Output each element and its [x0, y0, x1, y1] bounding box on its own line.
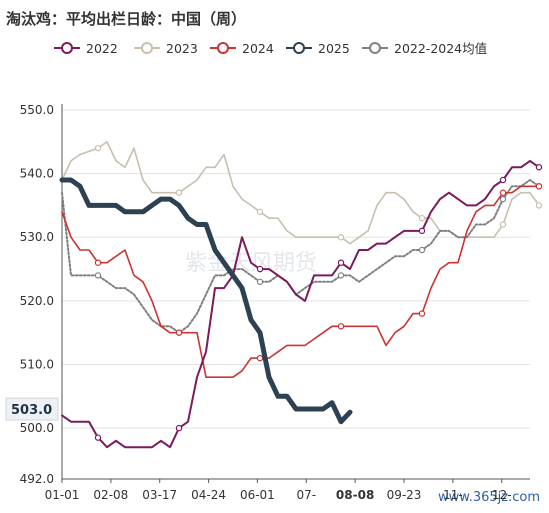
legend-item-2022-2024均值[interactable]: 2022-2024均值 [362, 41, 487, 56]
x-tick-label: 02-08 [93, 488, 128, 502]
legend[interactable]: 2022 2023 2024 2025 2022-2024均值 [54, 41, 487, 56]
data-point [94, 259, 102, 266]
data-point [256, 278, 264, 285]
data-point [535, 183, 543, 190]
data-point [337, 234, 345, 241]
legend-item-2024[interactable]: 2024 [210, 41, 274, 56]
data-point [94, 434, 102, 441]
legend-swatch-marker [61, 42, 73, 54]
legend-label: 2023 [166, 41, 198, 56]
data-point [499, 189, 507, 196]
y-value-highlight: 503.0 [5, 397, 59, 421]
legend-swatch-marker [369, 42, 381, 54]
legend-swatch-marker [293, 42, 305, 54]
data-point [418, 214, 426, 222]
data-point [337, 272, 345, 279]
y-tick-label: 530.0 [20, 230, 54, 244]
x-tick-label: 01-01 [45, 488, 80, 502]
data-point [256, 208, 264, 215]
y-tick-label: 540.0 [20, 167, 54, 181]
legend-label: 2025 [318, 41, 350, 56]
data-point [337, 323, 345, 330]
x-tick-label: 12- [492, 488, 512, 502]
data-point [418, 310, 426, 317]
data-point [175, 189, 183, 196]
legend-swatch-marker [141, 42, 153, 54]
data-point [94, 144, 102, 152]
data-point [418, 246, 426, 254]
x-tick-label: 06-01 [240, 488, 275, 502]
y-tick-label: 492.0 [20, 472, 54, 486]
legend-swatch-marker [217, 42, 229, 54]
legend-item-2025[interactable]: 2025 [286, 41, 350, 56]
x-tick-label: 09-23 [387, 488, 422, 502]
data-point [175, 424, 183, 432]
x-tick-label: 11- [443, 488, 463, 502]
x-tick-label: 04-24 [191, 488, 226, 502]
legend-label: 2024 [242, 41, 274, 56]
y-tick-label: 550.0 [20, 103, 54, 117]
data-point [175, 329, 183, 336]
data-point [337, 259, 345, 266]
data-point [256, 354, 264, 362]
data-point [94, 272, 102, 279]
y-value-highlight-box [5, 397, 59, 421]
data-point [418, 227, 426, 235]
legend-label: 2022-2024均值 [394, 41, 487, 56]
series-layer [59, 141, 543, 449]
data-point [256, 265, 264, 273]
x-tick-label: 08-08 [336, 488, 374, 502]
data-point [535, 164, 543, 171]
data-point [499, 195, 507, 203]
data-point [499, 176, 507, 184]
x-tick-label: 07- [296, 488, 316, 502]
y-tick-label: 520.0 [20, 294, 54, 308]
y-value-highlight-label: 503.0 [11, 403, 52, 418]
legend-item-2022[interactable]: 2022 [54, 41, 118, 56]
chart-title: 淘汰鸡：平均出栏日龄：中国（周） [5, 10, 246, 28]
legend-item-2023[interactable]: 2023 [134, 41, 198, 56]
source-watermark: www.365jz.com [438, 490, 540, 505]
series-line-2022-2024均值 [61, 179, 540, 334]
x-tick-label: 03-17 [142, 488, 177, 502]
data-point [499, 221, 507, 228]
legend-label: 2022 [86, 41, 118, 56]
y-tick-label: 510.0 [20, 357, 54, 371]
y-tick-label: 500.0 [20, 421, 54, 435]
axes: 550.0 540.0 530.0 520.0 510.0 500.0 492.0 01-01… [20, 103, 530, 502]
series-line-2024 [61, 185, 540, 379]
series-line-2022 [61, 159, 540, 449]
series-line-2025 [59, 177, 353, 425]
data-point [535, 202, 543, 209]
